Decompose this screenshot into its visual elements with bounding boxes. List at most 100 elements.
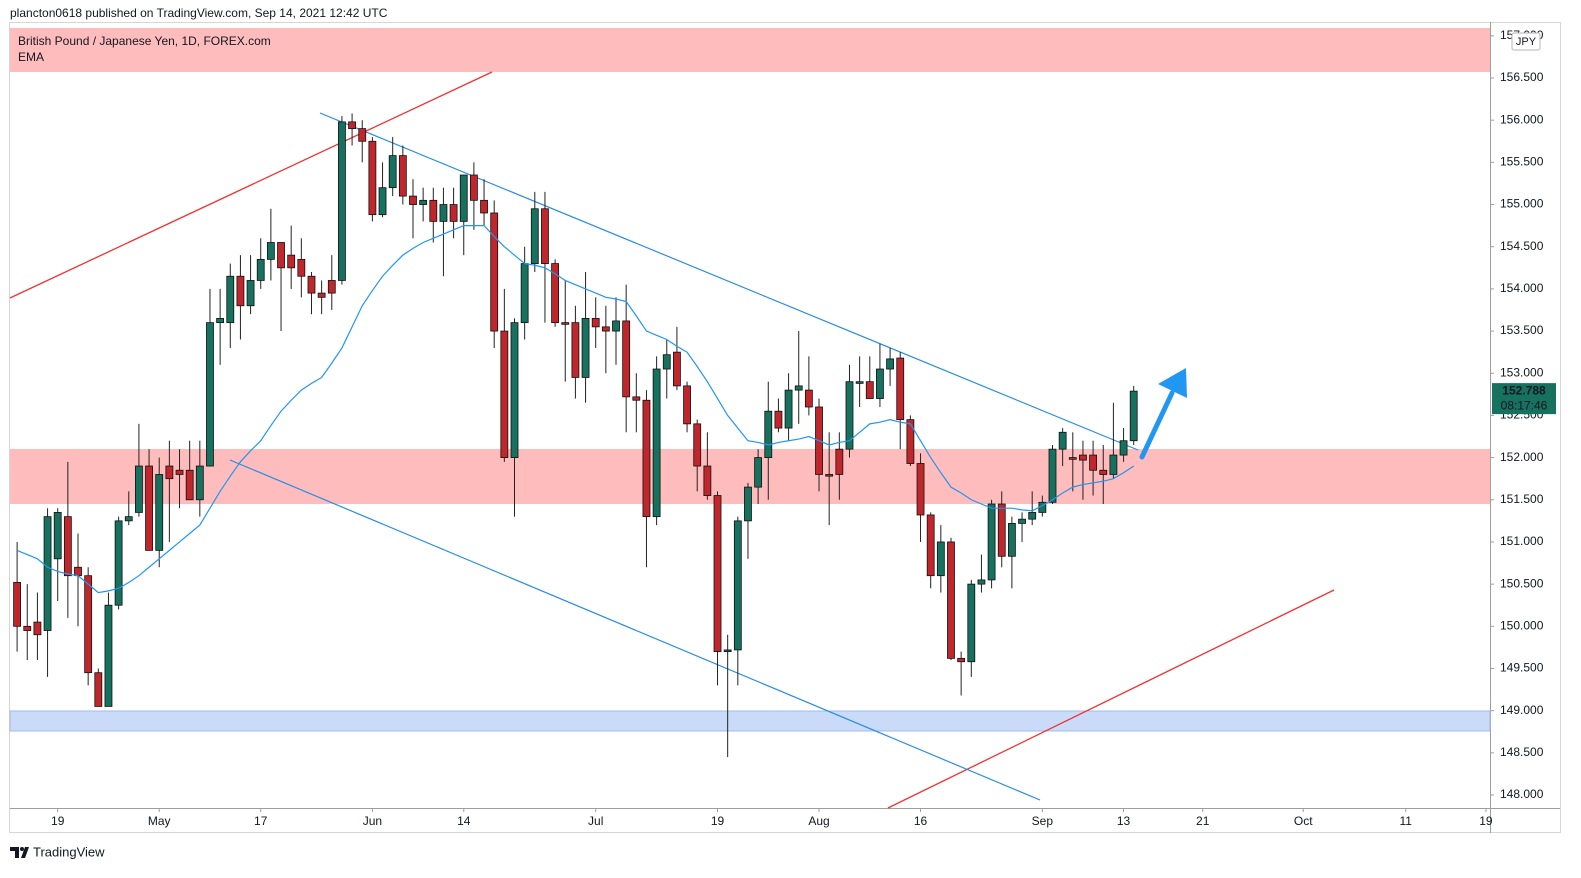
candle-body (500, 330, 509, 458)
candle-body (449, 204, 458, 222)
candle-body (277, 242, 285, 269)
candle-body (804, 389, 813, 408)
channel-line (319, 112, 1139, 451)
candle-body (13, 582, 22, 627)
candle-body (652, 368, 661, 518)
brand: TradingView (10, 844, 105, 859)
candle-body (693, 423, 702, 467)
candle-body (53, 512, 62, 560)
chart-title: British Pound / Japanese Yen, 1D, FOREX.… (18, 34, 271, 48)
candle-body (439, 204, 448, 222)
candle-body (469, 174, 478, 201)
candle-body (155, 474, 164, 551)
currency-badge[interactable] (1511, 32, 1541, 51)
candle-body (307, 275, 316, 294)
candle-body (936, 541, 945, 577)
candle-body (896, 357, 905, 421)
candle-body (1068, 457, 1077, 460)
brand-logo-dot (20, 847, 24, 851)
y-tick-label: 154.500 (1500, 239, 1544, 253)
candle-body (216, 318, 225, 324)
candle-body (287, 254, 296, 269)
price-axis: 148.000 148.500 149.000 149.500 150.000 150.5… (1490, 28, 1544, 801)
candle-body (266, 242, 275, 260)
y-tick-label: 149.000 (1500, 703, 1544, 717)
candle-body (246, 280, 255, 307)
candle-body (1007, 522, 1016, 557)
candle-body (733, 520, 742, 651)
time-axis: 19 May 17 Jun 14 Jul 19 Aug 16 Sep 13 21 Oct 11 19 (51, 808, 1493, 828)
candle-body (591, 318, 600, 328)
candle-body (601, 326, 610, 332)
candle-body (358, 128, 367, 142)
candle-body (338, 121, 346, 281)
candle-body (673, 351, 681, 387)
candle-body (63, 516, 72, 577)
candle-body (459, 174, 468, 222)
last-price-box (1492, 383, 1556, 415)
x-tick-label: Jul (588, 814, 603, 828)
candle-body (1119, 440, 1128, 456)
x-tick-label: May (148, 814, 171, 828)
x-tick-label: 13 (1117, 814, 1131, 828)
candle-body (1129, 390, 1138, 442)
x-tick-label: Jun (363, 814, 382, 828)
trend-line (887, 589, 1335, 809)
candle-body (825, 474, 834, 477)
y-tick-label: 156.000 (1500, 112, 1544, 126)
y-tick-label: 148.500 (1500, 745, 1544, 759)
candle-body (165, 465, 174, 480)
candle-body (104, 604, 113, 707)
candle-body (794, 385, 803, 391)
candle-body (876, 368, 884, 399)
candle-body (388, 155, 397, 189)
countdown-label: 08:17:46 (1501, 398, 1548, 412)
candle-body (378, 187, 387, 216)
candle-body (226, 275, 235, 324)
x-tick-label: 16 (914, 814, 928, 828)
candle-body (622, 320, 631, 398)
candle-body (206, 322, 214, 467)
last-price-label: 152.788 (1502, 383, 1546, 397)
candle-body (1079, 454, 1087, 461)
x-tick-label: 19 (1479, 814, 1493, 828)
candle-body (886, 358, 894, 370)
candle-body (175, 469, 184, 475)
candle-body (490, 212, 499, 332)
candle-body (74, 566, 82, 577)
candle-body (327, 280, 336, 294)
candle-body (561, 322, 570, 325)
publisher-line: plancton0618 published on TradingView.co… (10, 6, 388, 20)
x-tick-label: Sep (1032, 814, 1054, 828)
candle-body (957, 657, 966, 663)
candle-body (571, 322, 580, 378)
candle-body (419, 199, 428, 205)
resistance-zone (10, 28, 1490, 72)
candle-body (94, 672, 103, 707)
candle-body (662, 354, 671, 370)
candle-body (713, 495, 722, 653)
y-tick-label: 148.000 (1500, 787, 1544, 801)
candle-body (317, 292, 326, 298)
candle-body (1018, 518, 1026, 524)
candle-body (632, 396, 641, 401)
candle-body (703, 465, 712, 496)
candle-body (480, 199, 488, 214)
candle-body (114, 520, 123, 606)
candle-body (754, 457, 763, 488)
legend-entry[interactable]: EMA (18, 50, 44, 64)
candle-body (398, 155, 407, 197)
candle-body (916, 463, 925, 516)
x-tick-label: Oct (1294, 814, 1313, 828)
arrow-shaft (1139, 390, 1175, 460)
x-tick-label: 21 (1196, 814, 1210, 828)
candle-body (906, 419, 915, 464)
x-tick-label: 19 (51, 814, 65, 828)
candle-body (1028, 512, 1037, 520)
y-tick-label: 153.500 (1500, 323, 1544, 337)
candle-body (865, 381, 874, 399)
candle-body (43, 516, 52, 631)
x-tick-label: 14 (457, 814, 471, 828)
